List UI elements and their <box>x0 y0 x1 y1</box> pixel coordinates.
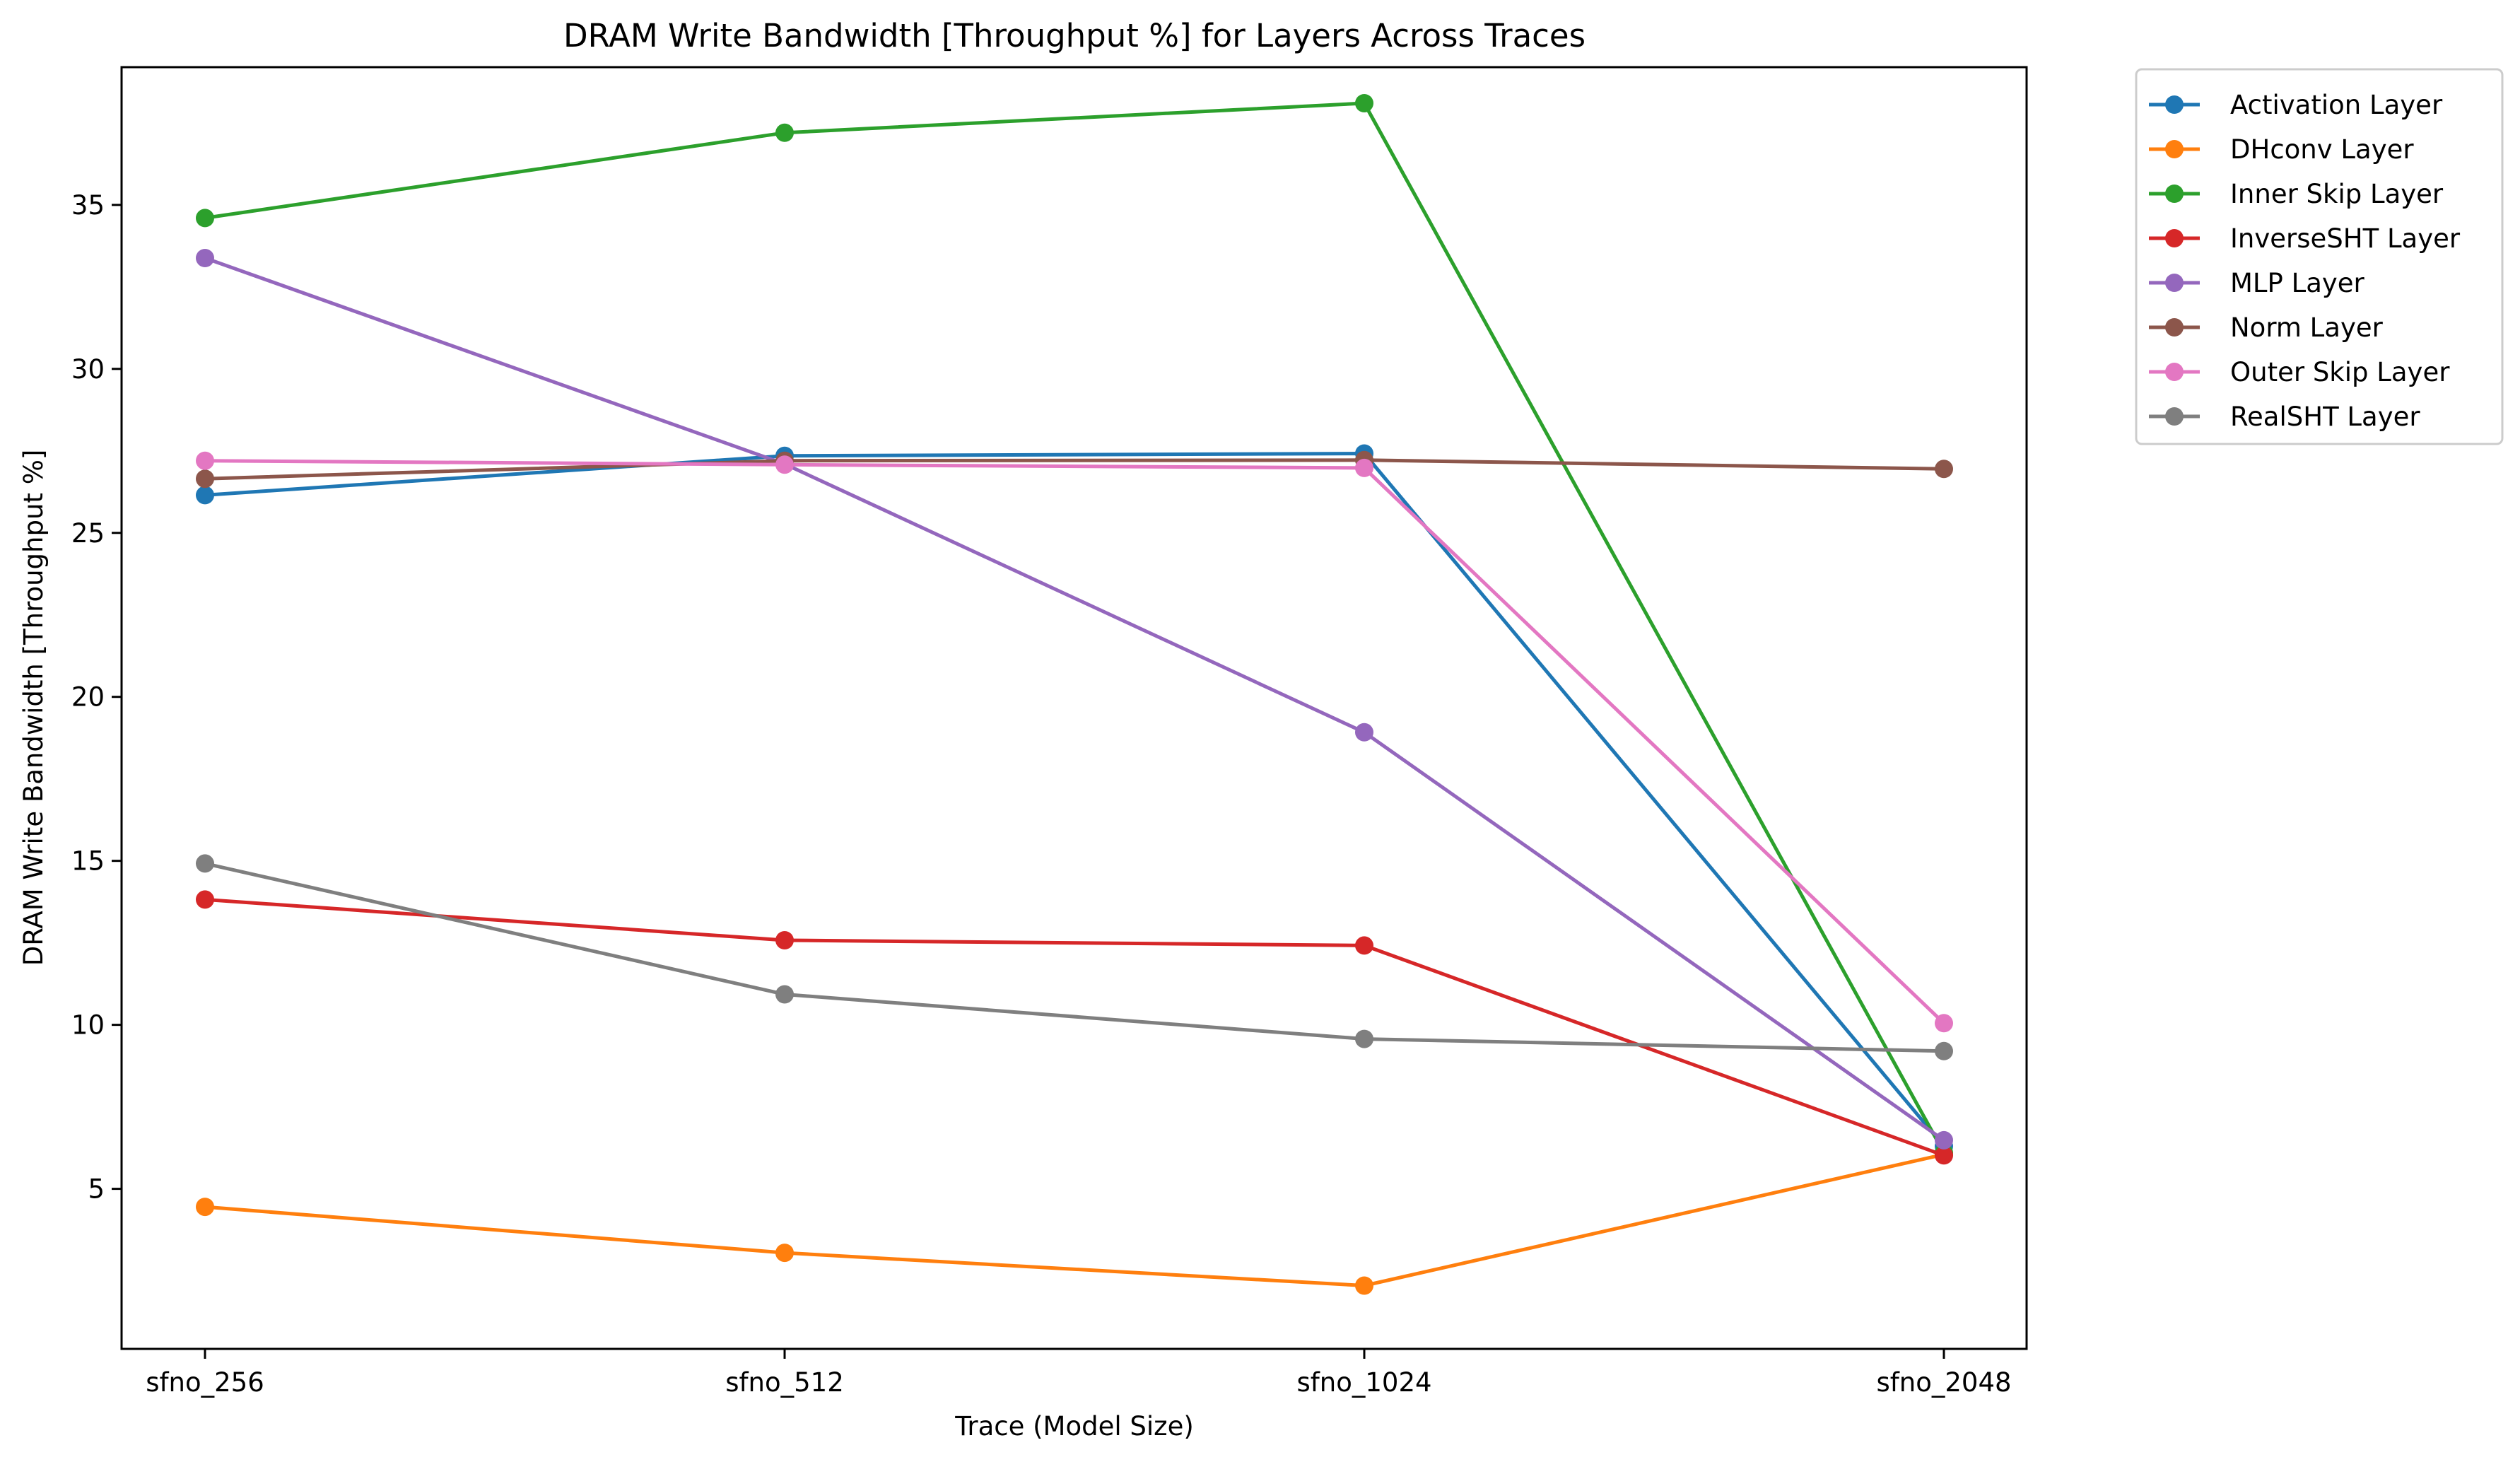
legend-item: Outer Skip Layer <box>2149 357 2450 387</box>
data-point <box>775 455 794 474</box>
y-tick-label: 15 <box>71 846 105 877</box>
series-line <box>204 256 1945 1142</box>
data-point <box>1935 1146 1953 1165</box>
x-axis: sfno_256 sfno_512 sfno_1024 sfno_2048 <box>146 1349 2012 1398</box>
series-realsht-layer <box>196 854 1953 1060</box>
legend-item: Activation Layer <box>2149 90 2443 120</box>
series-inversesht-layer <box>196 890 1953 1165</box>
series-line <box>204 458 1945 481</box>
legend: Activation Layer DHconv Layer Inner Skip L… <box>2135 68 2504 445</box>
data-point <box>1935 1041 1953 1060</box>
x-tick-label: sfno_1024 <box>1296 1367 1431 1398</box>
series-lines <box>196 94 1953 1295</box>
data-point <box>196 854 214 873</box>
plot-area <box>120 66 2028 1350</box>
legend-item: RealSHT Layer <box>2149 402 2420 432</box>
data-point <box>775 123 794 142</box>
y-tick-label: 5 <box>88 1174 105 1205</box>
data-point <box>1355 723 1373 742</box>
legend-label: Activation Layer <box>2230 90 2443 120</box>
series-line <box>204 861 1945 1053</box>
data-point <box>775 1244 794 1263</box>
x-tick-label: sfno_2048 <box>1876 1367 2011 1398</box>
y-axis: 5 10 15 20 25 30 35 <box>71 190 122 1205</box>
y-tick-label: 25 <box>71 518 105 549</box>
data-point <box>1935 1014 1953 1033</box>
legend-swatch-marker <box>2165 318 2184 337</box>
y-tick-label: 20 <box>71 682 105 713</box>
data-point <box>196 209 214 228</box>
legend-swatch-marker <box>2165 229 2184 247</box>
legend-label: DHconv Layer <box>2230 134 2414 165</box>
data-point <box>1355 1276 1373 1295</box>
data-point <box>775 985 794 1004</box>
x-tick-label: sfno_256 <box>146 1367 264 1398</box>
data-point <box>1355 936 1373 955</box>
legend-swatch-marker <box>2165 363 2184 381</box>
legend-label: RealSHT Layer <box>2230 402 2420 432</box>
legend-label: Inner Skip Layer <box>2230 179 2444 209</box>
data-point <box>1355 1029 1373 1048</box>
x-axis-title: Trace (Model Size) <box>954 1411 1194 1441</box>
data-point <box>196 249 214 267</box>
legend-item: MLP Layer <box>2149 268 2365 298</box>
data-point <box>1355 94 1373 112</box>
x-tick-label: sfno_512 <box>725 1367 844 1398</box>
series-line <box>204 452 1945 1147</box>
series-line <box>204 101 1946 1154</box>
legend-swatch-marker <box>2165 140 2184 158</box>
legend-swatch-marker <box>2165 185 2184 203</box>
legend-label: MLP Layer <box>2230 268 2365 298</box>
legend-label: InverseSHT Layer <box>2230 223 2461 254</box>
series-line <box>204 1152 1945 1287</box>
y-tick-label: 35 <box>71 190 105 221</box>
y-tick-label: 30 <box>71 354 105 385</box>
legend-frame <box>2135 68 2504 445</box>
chart-title: DRAM Write Bandwidth [Throughput %] for … <box>563 17 1586 54</box>
legend-swatch-marker <box>2165 274 2184 292</box>
data-point <box>1935 1130 1953 1150</box>
data-point <box>196 890 214 909</box>
data-point <box>196 486 214 505</box>
y-tick-label: 10 <box>71 1010 105 1041</box>
y-axis-title: DRAM Write Bandwidth [Throughput %] <box>18 450 49 966</box>
legend-swatch-marker <box>2165 407 2184 426</box>
data-point <box>196 469 214 489</box>
data-point <box>1355 458 1373 477</box>
data-point <box>775 931 794 949</box>
legend-label: Outer Skip Layer <box>2230 357 2450 387</box>
data-point <box>196 1198 214 1217</box>
legend-swatch-marker <box>2165 95 2184 114</box>
series-outer-skip-layer <box>196 451 1953 1033</box>
legend-label: Norm Layer <box>2230 312 2384 343</box>
legend-item: InverseSHT Layer <box>2149 223 2461 254</box>
data-point <box>1935 460 1953 479</box>
legend-item: DHconv Layer <box>2149 134 2414 165</box>
series-line <box>204 897 1945 1157</box>
series-line <box>204 459 1945 1025</box>
data-point <box>196 451 214 470</box>
legend-item: Inner Skip Layer <box>2149 179 2444 209</box>
legend-item: Norm Layer <box>2149 312 2384 343</box>
